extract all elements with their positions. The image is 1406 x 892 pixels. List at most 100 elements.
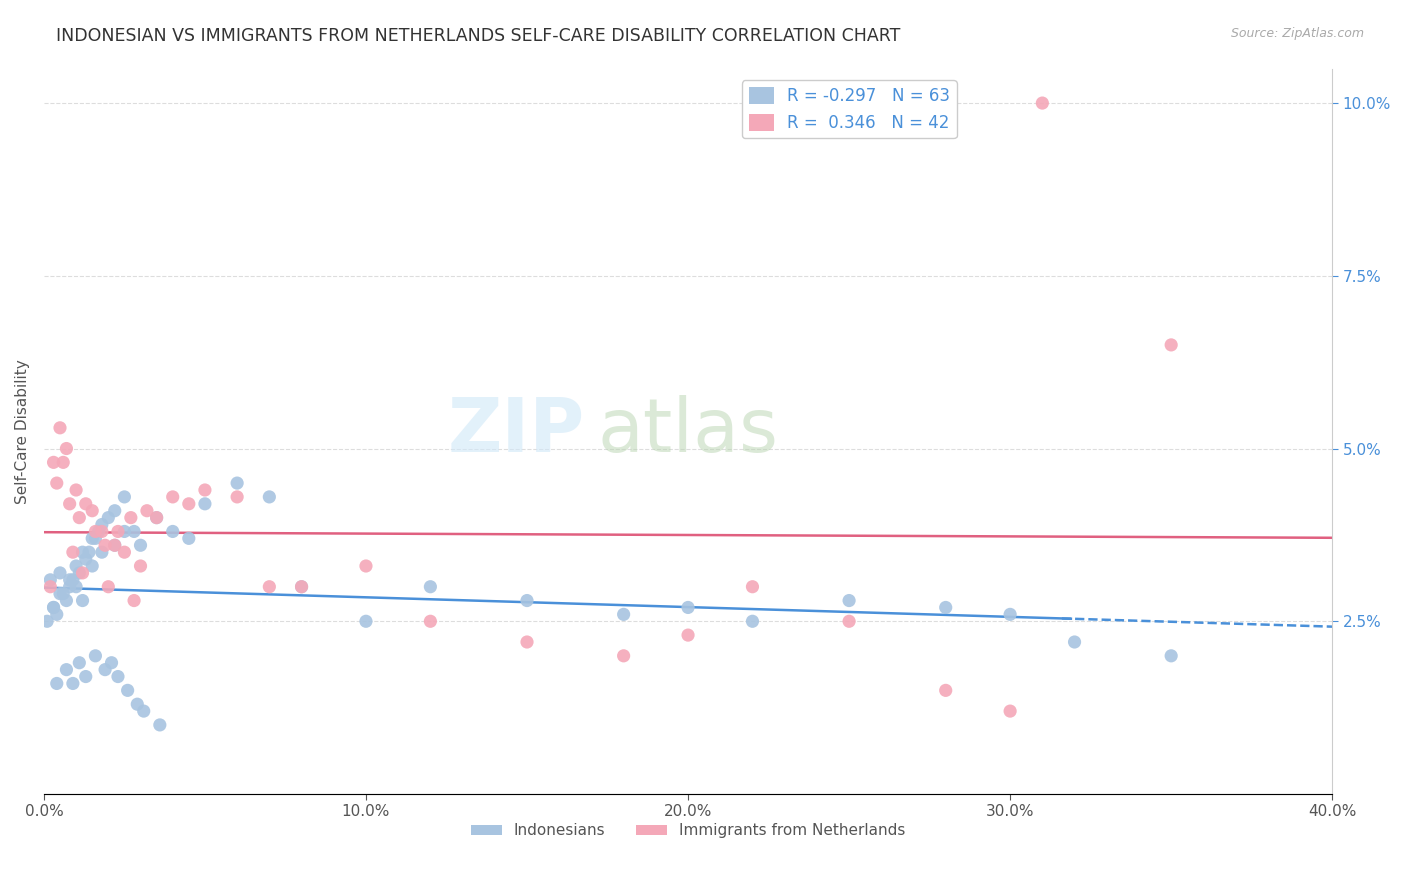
Point [998,607,1021,622]
Point [290,580,312,594]
Point [82,532,104,546]
Point [37,614,59,628]
Point [129,559,152,574]
Point [62,573,84,587]
Point [49,566,72,580]
Point [741,614,763,628]
Point [65,483,87,497]
Y-axis label: Self-Care Disability: Self-Care Disability [15,359,30,504]
Point [87,524,110,539]
Point [39,573,62,587]
Point [100,656,122,670]
Point [94,663,117,677]
Point [97,580,120,594]
Point [162,524,184,539]
Point [42,600,65,615]
Point [162,490,184,504]
Point [145,510,167,524]
Text: INDONESIAN VS IMMIGRANTS FROM NETHERLANDS SELF-CARE DISABILITY CORRELATION CHART: INDONESIAN VS IMMIGRANTS FROM NETHERLAND… [56,27,901,45]
Point [67,566,90,580]
Point [145,510,167,524]
Point [226,490,249,504]
Point [676,628,699,642]
Point [67,510,90,524]
Point [354,614,377,628]
Point [55,593,77,607]
Point [122,524,145,539]
Point [72,593,94,607]
Point [52,455,75,469]
Point [259,580,281,594]
Point [104,538,127,552]
Point [42,455,65,469]
Point [62,676,84,690]
Point [112,490,135,504]
Point [90,545,112,559]
Point [45,476,67,491]
Point [84,524,107,539]
Point [132,704,155,718]
Point [90,524,112,539]
Point [90,517,112,532]
Point [613,648,636,663]
Point [419,614,441,628]
Point [59,573,82,587]
Point [62,545,84,559]
Point [1160,338,1182,352]
Point [97,510,120,524]
Point [194,497,217,511]
Point [838,593,860,607]
Point [94,538,117,552]
Point [676,600,699,615]
Point [59,497,82,511]
Point [107,524,129,539]
Point [117,683,139,698]
Point [516,635,538,649]
Point [741,580,763,594]
Point [613,607,636,622]
Point [52,587,75,601]
Point [419,580,441,594]
Point [120,510,142,524]
Point [516,593,538,607]
Point [45,676,67,690]
Point [104,504,127,518]
Point [177,532,200,546]
Point [84,648,107,663]
Point [67,656,90,670]
Point [129,538,152,552]
Point [84,532,107,546]
Text: Source: ZipAtlas.com: Source: ZipAtlas.com [1230,27,1364,40]
Point [49,587,72,601]
Point [65,559,87,574]
Point [226,476,249,491]
Point [55,663,77,677]
Point [998,704,1021,718]
Point [104,538,127,552]
Point [136,504,159,518]
Point [72,545,94,559]
Point [75,497,97,511]
Point [127,697,149,711]
Point [838,614,860,628]
Point [1063,635,1085,649]
Text: atlas: atlas [598,395,779,467]
Point [1160,648,1182,663]
Point [1031,96,1053,111]
Point [65,580,87,594]
Point [72,566,94,580]
Point [290,580,312,594]
Point [39,580,62,594]
Point [82,559,104,574]
Point [42,600,65,615]
Point [177,497,200,511]
Point [259,490,281,504]
Point [59,580,82,594]
Point [82,504,104,518]
Point [112,545,135,559]
Point [75,669,97,683]
Point [122,593,145,607]
Legend: Indonesians, Immigrants from Netherlands: Indonesians, Immigrants from Netherlands [465,817,911,845]
Point [45,607,67,622]
Point [194,483,217,497]
